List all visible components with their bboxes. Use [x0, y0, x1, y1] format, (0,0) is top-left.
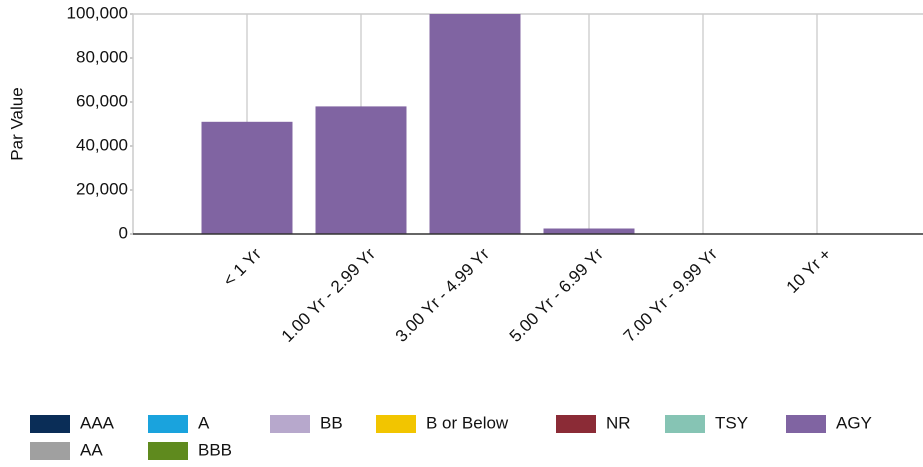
y-axis-label: Par Value — [7, 87, 26, 160]
legend-label: TSY — [715, 413, 748, 432]
x-tick-label: 10 Yr + — [783, 245, 835, 297]
legend-label: BB — [320, 413, 343, 432]
x-tick-label: 3.00 Yr - 4.99 Yr — [392, 244, 493, 345]
x-tick-label: 1.00 Yr - 2.99 Yr — [278, 244, 379, 345]
y-tick-label: 20,000 — [76, 179, 128, 198]
x-tick-label: < 1 Yr — [219, 244, 265, 290]
legend-swatch — [786, 415, 826, 433]
bar-segment — [543, 228, 635, 234]
legend-swatch — [270, 415, 310, 433]
x-tick-label: 5.00 Yr - 6.99 Yr — [506, 244, 607, 345]
legend-swatch — [148, 415, 188, 433]
legend-label: AA — [80, 440, 103, 459]
legend-label: AAA — [80, 413, 115, 432]
y-tick-label: 0 — [119, 223, 128, 242]
legend-swatch — [556, 415, 596, 433]
y-tick-label: 100,000 — [67, 3, 128, 22]
bar-segment — [429, 14, 521, 234]
legend-swatch — [376, 415, 416, 433]
legend-swatch — [665, 415, 705, 433]
legend-label: NR — [606, 413, 631, 432]
legend-swatch — [30, 415, 70, 433]
legend-label: AGY — [836, 413, 872, 432]
y-tick-label: 80,000 — [76, 47, 128, 66]
legend-swatch — [30, 442, 70, 460]
legend-label: BBB — [198, 440, 232, 459]
y-tick-label: 40,000 — [76, 135, 128, 154]
y-tick-label: 60,000 — [76, 91, 128, 110]
legend-label: B or Below — [426, 413, 509, 432]
bar-segment — [201, 121, 293, 234]
bar-segment — [315, 106, 407, 234]
x-tick-label: 7.00 Yr - 9.99 Yr — [620, 244, 721, 345]
legend-label: A — [198, 413, 210, 432]
legend-swatch — [148, 442, 188, 460]
